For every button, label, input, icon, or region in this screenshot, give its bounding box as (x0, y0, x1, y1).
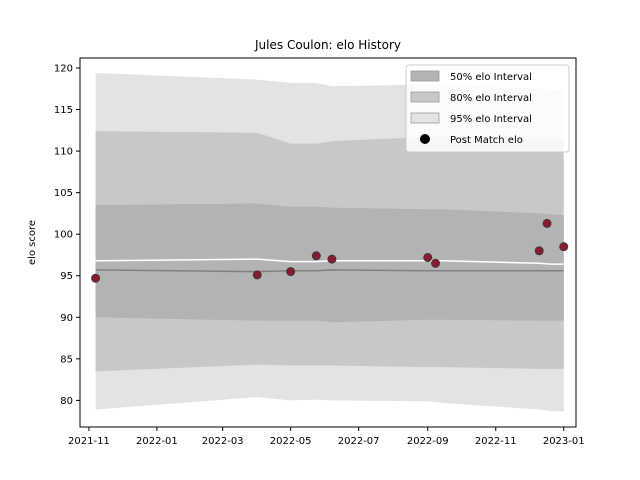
x-tick-label: 2023-01 (543, 436, 585, 447)
x-tick-label: 2022-03 (202, 436, 244, 447)
axes-frame (79, 57, 577, 428)
x-tick-label: 2022-05 (270, 436, 312, 447)
post-match-point (311, 251, 321, 261)
mean-elo-line (95, 269, 564, 273)
legend-swatch (410, 70, 440, 82)
post-match-point (431, 258, 441, 268)
legend-label: 80% elo Interval (450, 93, 532, 104)
y-tick-label: 115 (54, 105, 73, 116)
x-tick-label: 2022-11 (475, 436, 517, 447)
post-match-point (534, 246, 544, 256)
post-match-point (423, 252, 433, 262)
y-tick-label: 100 (54, 230, 73, 241)
chart-title: Jules Coulon: elo History (254, 38, 401, 52)
y-tick-label: 80 (60, 396, 73, 407)
legend-swatch (410, 112, 440, 124)
post-match-point (286, 267, 296, 277)
y-tick-label: 90 (60, 313, 73, 324)
y-tick-label: 85 (60, 354, 73, 365)
y-axis: 80 85 90 95 100 105 110 115 120 (54, 63, 80, 407)
x-tick-label: 2022-07 (338, 436, 380, 447)
post-match-point (252, 270, 262, 280)
post-match-point (327, 254, 337, 264)
legend: 50% elo Interval 80% elo Interval 95% elo … (405, 64, 570, 153)
x-tick-label: 2022-09 (407, 436, 449, 447)
y-axis-title: elo score (27, 220, 38, 265)
x-tick-label: 2021-11 (68, 436, 110, 447)
legend-label: Post Match elo (450, 135, 523, 146)
y-tick-label: 105 (54, 188, 73, 199)
legend-label: 50% elo Interval (450, 72, 532, 83)
post-match-point (91, 273, 101, 283)
median-elo-line (95, 258, 564, 265)
x-tick-label: 2022-01 (136, 436, 178, 447)
post-match-point (542, 218, 552, 228)
y-tick-label: 120 (54, 63, 73, 74)
legend-label: 95% elo Interval (450, 114, 532, 125)
y-tick-label: 110 (54, 147, 73, 158)
legend-swatch (410, 91, 440, 103)
y-tick-label: 95 (60, 271, 73, 282)
post-match-point (559, 242, 569, 252)
legend-marker (420, 134, 430, 144)
legend-box (405, 64, 570, 153)
plot-area (91, 72, 569, 412)
x-axis: 2021-11 2022-01 2022-03 2022-05 2022-07 2022-… (68, 427, 585, 447)
